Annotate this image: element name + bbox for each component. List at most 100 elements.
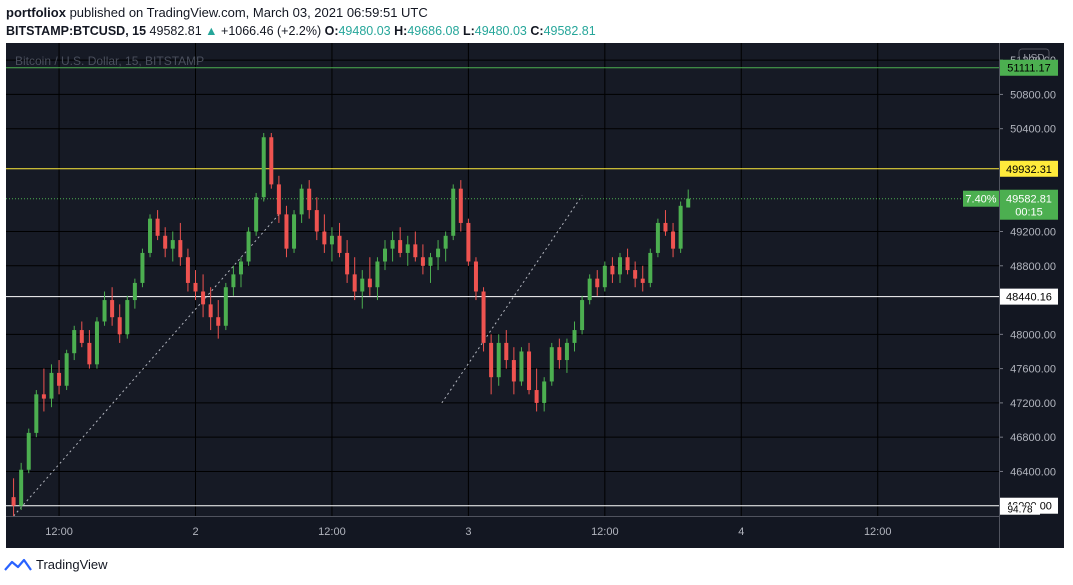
candle-body[interactable] [163, 235, 168, 249]
candle-body[interactable] [595, 278, 600, 288]
candle-body[interactable] [329, 235, 334, 245]
candle-body[interactable] [527, 351, 532, 391]
candle-body[interactable] [678, 205, 683, 249]
candle-body[interactable] [178, 240, 183, 258]
candle-body[interactable] [617, 257, 622, 275]
candle-body[interactable] [140, 252, 145, 283]
candle-body[interactable] [201, 291, 206, 305]
candle-body[interactable] [132, 282, 137, 301]
candle-body[interactable] [451, 188, 456, 236]
candle-body[interactable] [64, 353, 69, 386]
candle-body[interactable] [87, 342, 92, 365]
candle-body[interactable] [125, 300, 130, 335]
candle-body[interactable] [420, 257, 425, 266]
candle-body[interactable] [655, 222, 660, 253]
candle-body[interactable] [367, 278, 372, 288]
tradingview-logo-icon[interactable] [4, 558, 32, 572]
candle-body[interactable] [587, 278, 592, 301]
candle-body[interactable] [246, 231, 251, 262]
last-price-tag[interactable] [1000, 189, 1058, 220]
level-price-tag[interactable] [1000, 59, 1058, 76]
candle-body[interactable] [185, 257, 190, 283]
candle-body[interactable] [94, 321, 99, 365]
candle-body[interactable] [398, 240, 403, 253]
candle-body[interactable] [428, 257, 433, 266]
candle-body[interactable] [299, 188, 304, 215]
candle-body[interactable] [443, 235, 448, 249]
candle-body[interactable] [216, 317, 221, 326]
candle-body[interactable] [534, 390, 539, 403]
candle-body[interactable] [473, 261, 478, 292]
candle-body[interactable] [11, 497, 16, 506]
candle-body[interactable] [511, 360, 516, 382]
candle-body[interactable] [489, 342, 494, 378]
candle-body[interactable] [231, 274, 236, 288]
candle-body[interactable] [170, 240, 175, 249]
candle-body[interactable] [352, 274, 357, 292]
plot-area[interactable] [6, 43, 999, 516]
candle-body[interactable] [360, 278, 365, 292]
candle-body[interactable] [375, 261, 380, 288]
candle-body[interactable] [549, 347, 554, 382]
candle-body[interactable] [466, 222, 471, 262]
candle-body[interactable] [72, 330, 77, 354]
candle-body[interactable] [610, 265, 615, 275]
tradingview-brand[interactable]: TradingView [36, 557, 108, 572]
candle-body[interactable] [254, 197, 259, 232]
candle-body[interactable] [436, 248, 441, 258]
candle-body[interactable] [504, 342, 509, 361]
candle-body[interactable] [564, 342, 569, 361]
candle-body[interactable] [383, 248, 388, 262]
candle-body[interactable] [542, 381, 547, 403]
candle-body[interactable] [633, 270, 638, 279]
candle-body[interactable] [117, 317, 122, 335]
candle-body[interactable] [292, 214, 297, 249]
candlestick-chart[interactable]: 12:00212:00312:00412:0051200.0050800.005… [6, 43, 1064, 548]
candle-body[interactable] [390, 240, 395, 249]
candle-body[interactable] [580, 300, 585, 331]
level-price-tag[interactable] [1000, 160, 1058, 177]
candle-body[interactable] [481, 291, 486, 343]
candle-body[interactable] [41, 394, 46, 399]
candle-body[interactable] [193, 282, 198, 292]
candle-body[interactable] [102, 300, 107, 322]
candle-body[interactable] [307, 188, 312, 211]
candle-body[interactable] [671, 231, 676, 249]
level-price-tag[interactable] [1000, 288, 1058, 305]
candle-body[interactable] [34, 394, 39, 433]
candle-body[interactable] [57, 372, 62, 386]
candle-body[interactable] [322, 231, 327, 245]
trend-line[interactable] [13, 214, 280, 517]
candle-body[interactable] [223, 287, 228, 326]
candle-body[interactable] [640, 278, 645, 283]
candle-body[interactable] [663, 222, 668, 232]
candle-body[interactable] [572, 330, 577, 343]
candle-body[interactable] [337, 235, 342, 253]
candle-body[interactable] [79, 330, 84, 343]
candle-body[interactable] [496, 342, 501, 378]
candle-body[interactable] [648, 252, 653, 283]
candle-body[interactable] [19, 469, 24, 506]
candle-body[interactable] [519, 351, 524, 382]
candle-body[interactable] [602, 265, 607, 288]
candle-body[interactable] [276, 184, 281, 215]
candle-body[interactable] [557, 347, 562, 361]
candle-body[interactable] [49, 372, 54, 399]
candle-body[interactable] [314, 210, 319, 232]
candle-body[interactable] [625, 257, 630, 271]
candle-body[interactable] [458, 188, 463, 223]
candle-body[interactable] [345, 252, 350, 275]
candle-body[interactable] [261, 137, 266, 198]
candle-body[interactable] [238, 261, 243, 275]
author-name[interactable]: portfoliox [6, 5, 66, 20]
candle-body[interactable] [413, 244, 418, 258]
chart-area[interactable]: 12:00212:00312:00412:0051200.0050800.005… [6, 43, 1064, 548]
candle-body[interactable] [405, 244, 410, 253]
candle-body[interactable] [686, 198, 691, 208]
candle-body[interactable] [110, 300, 115, 318]
candle-body[interactable] [155, 218, 160, 236]
candle-body[interactable] [148, 218, 153, 253]
candle-body[interactable] [284, 214, 289, 249]
candle-body[interactable] [208, 304, 213, 318]
trend-line[interactable] [441, 195, 583, 404]
